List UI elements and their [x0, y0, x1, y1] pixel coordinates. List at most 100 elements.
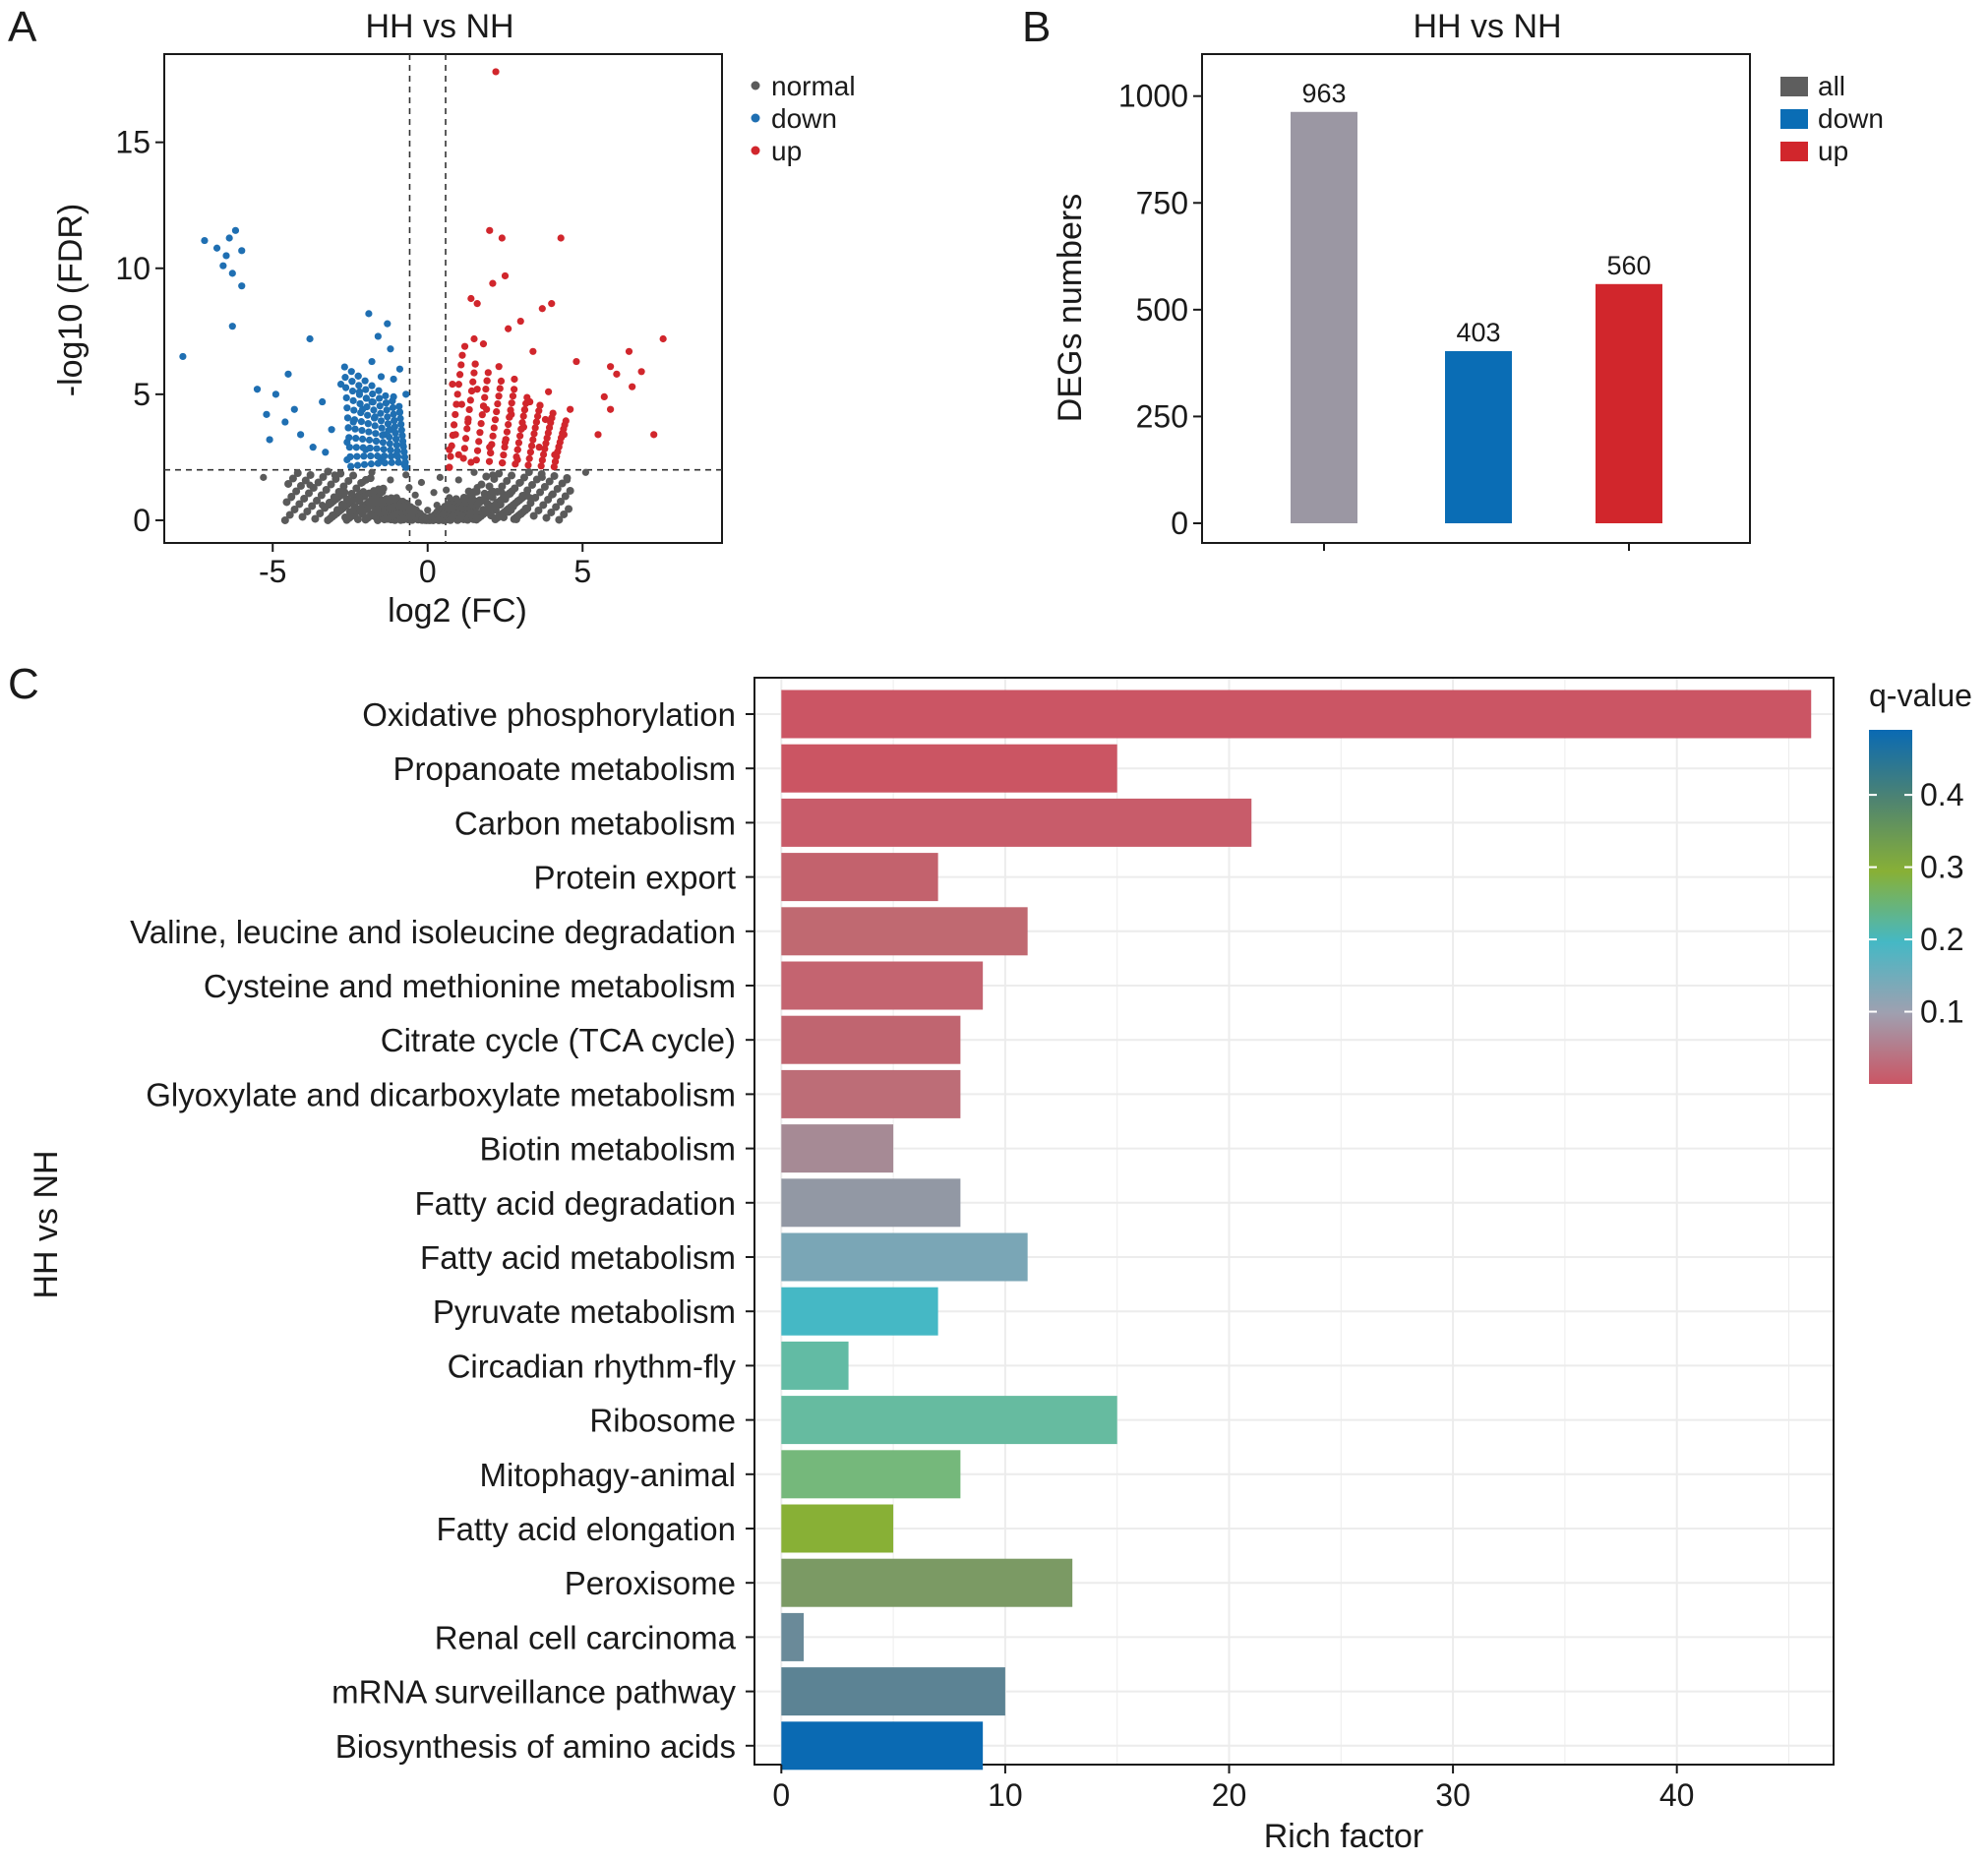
- deg-legend-swatch-down: [1780, 109, 1808, 129]
- point-down-cluster-117: [344, 424, 352, 432]
- point-up-cluster-42: [466, 396, 474, 404]
- point-down-cluster-44: [355, 382, 363, 390]
- point-down-cluster-56: [387, 452, 395, 460]
- point-normal-44: [355, 494, 364, 502]
- point-down-cluster-20: [352, 444, 360, 451]
- point-up-8: [538, 305, 546, 313]
- point-down-6: [228, 270, 236, 277]
- deg-legend-swatch-all: [1780, 77, 1808, 96]
- volcano-y-axis-title: -log10 (FDR): [52, 204, 90, 396]
- enrichment-bar-0: [781, 690, 1812, 739]
- point-down-cluster-115: [381, 452, 389, 460]
- point-down-cluster-113: [354, 372, 362, 380]
- point-up-1: [486, 226, 494, 234]
- point-normal-16: [414, 499, 422, 507]
- point-up-30: [495, 363, 503, 371]
- point-up-cluster-53: [489, 432, 497, 440]
- point-normal-cloud-499: [508, 487, 516, 496]
- point-down-cluster-83: [397, 426, 405, 434]
- point-normal-cloud-501: [545, 477, 554, 486]
- volcano-title: HH vs NH: [365, 8, 513, 45]
- point-down-cluster-93: [341, 384, 350, 391]
- point-down-cluster-78: [364, 411, 372, 419]
- point-down-cluster-37: [357, 408, 365, 417]
- point-normal-cloud-81: [324, 467, 332, 476]
- point-down-cluster-43: [373, 445, 381, 452]
- deg-bar-value-all: 963: [1301, 79, 1346, 108]
- point-up-21: [600, 392, 608, 401]
- point-down-cluster-30: [359, 435, 367, 444]
- point-up-26: [567, 405, 574, 413]
- point-normal-38: [430, 489, 438, 497]
- point-up-25: [594, 431, 602, 439]
- rich-x-tick-label-20: 20: [1212, 1777, 1247, 1813]
- point-down-cluster-65: [349, 396, 357, 404]
- point-normal-cloud-0: [280, 515, 289, 524]
- point-normal-11: [387, 476, 394, 484]
- point-normal-cloud-120: [344, 476, 353, 485]
- point-up-7: [473, 300, 481, 308]
- point-down-cluster-57: [369, 398, 377, 406]
- deg-bar-y-ticks: 0 250 500 750 1000: [1118, 79, 1202, 541]
- point-normal-cloud-471: [529, 511, 538, 520]
- point-down-cluster-101: [384, 420, 392, 428]
- point-normal-cloud-87: [327, 480, 335, 489]
- deg-bar-y-axis-title: DEGs numbers: [1052, 194, 1089, 422]
- point-up-cluster-103: [548, 414, 556, 422]
- point-down-cluster-96: [350, 406, 358, 414]
- point-normal-cloud-51: [308, 502, 317, 510]
- point-normal-46: [390, 511, 397, 519]
- point-up-12: [470, 334, 478, 343]
- point-down-cluster-107: [400, 448, 408, 456]
- point-normal-45: [495, 501, 503, 510]
- category-label-16: Peroxisome: [565, 1565, 736, 1601]
- category-label-9: Fatty acid degradation: [414, 1185, 736, 1222]
- legend-label-up: up: [771, 136, 802, 166]
- point-normal-cloud-381: [482, 472, 491, 481]
- colorbar-tick-label-0.4: 0.4: [1920, 777, 1963, 812]
- point-down-cluster-116: [362, 394, 370, 402]
- point-up-9: [548, 300, 556, 308]
- deg-bar-title: HH vs NH: [1413, 8, 1561, 45]
- point-down-0: [179, 352, 187, 361]
- point-up-cluster-50: [505, 420, 512, 429]
- point-down-cluster-39: [383, 406, 391, 414]
- point-normal-cloud-93: [330, 493, 338, 502]
- point-up-cluster-36: [497, 377, 506, 385]
- point-up-cluster-102: [513, 446, 521, 453]
- point-normal-5: [340, 489, 348, 497]
- point-down-cluster-74: [374, 452, 382, 460]
- point-normal-cloud-448: [489, 487, 498, 496]
- point-down-10: [228, 323, 236, 330]
- point-normal-cloud-114: [341, 512, 350, 521]
- point-down-cluster-86: [343, 414, 352, 422]
- point-down-cluster-109: [364, 420, 372, 428]
- point-up-15: [572, 357, 580, 366]
- point-normal-cloud-468: [528, 480, 537, 489]
- point-down-cluster-25: [387, 446, 394, 454]
- point-normal-cloud-531: [561, 492, 570, 501]
- point-up-2: [498, 234, 506, 242]
- enrichment-panel: C Oxidative phosphorylation Propanoate me…: [8, 660, 1972, 1855]
- point-normal-cloud-528: [560, 510, 569, 518]
- point-up-36: [449, 381, 456, 389]
- point-down-13: [271, 390, 279, 398]
- point-down-11: [253, 386, 262, 393]
- point-normal-cloud-495: [542, 513, 551, 522]
- point-normal-26: [473, 484, 481, 492]
- point-down-38: [402, 390, 410, 398]
- point-up-cluster-107: [449, 431, 456, 440]
- point-up-5: [489, 279, 497, 287]
- point-normal-27: [483, 499, 491, 507]
- point-normal-20: [439, 510, 448, 518]
- category-label-12: Circadian rhythm-fly: [448, 1348, 737, 1384]
- point-normal-cloud-135: [352, 484, 361, 493]
- point-up-cluster-39: [482, 385, 490, 393]
- point-down-cluster-36: [375, 387, 383, 394]
- point-down-19: [309, 444, 317, 451]
- enrichment-y-axis-title: HH vs NH: [28, 1150, 65, 1298]
- point-normal-49: [402, 471, 410, 479]
- point-normal-cloud-60: [313, 496, 322, 505]
- enrichment-bar-2: [781, 798, 1252, 847]
- point-down-36: [395, 365, 403, 373]
